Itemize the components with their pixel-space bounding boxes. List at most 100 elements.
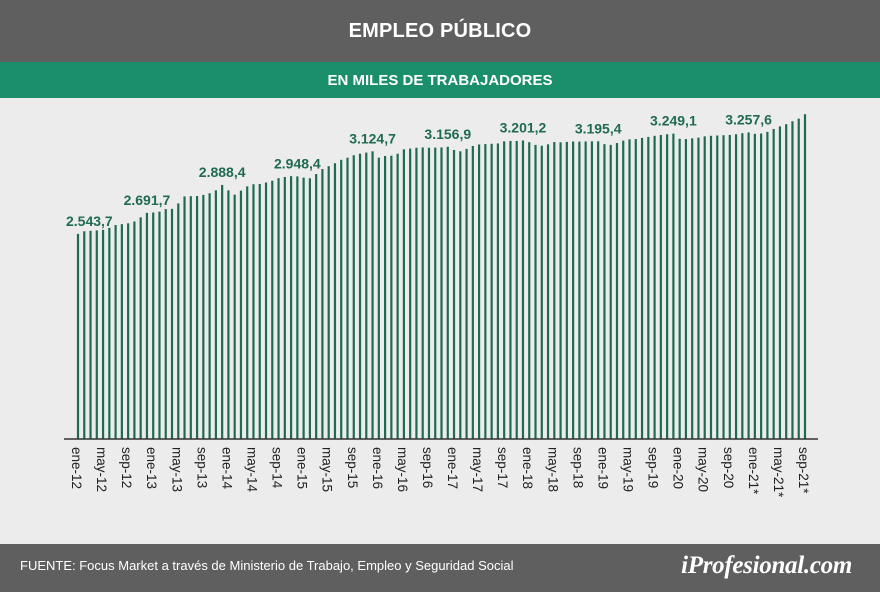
bar-mar-14 (239, 190, 243, 439)
bar-dic-15 (371, 151, 374, 439)
bar-mar-21 (766, 131, 769, 439)
chart-title: EMPLEO PÚBLICO (0, 0, 880, 62)
x-tick-label: sep-20 (721, 447, 736, 488)
bar-dic-17 (521, 140, 525, 439)
x-tick-label: ene-14 (219, 447, 234, 490)
source-note: FUENTE: Focus Market a través de Ministe… (20, 558, 514, 573)
bar-sep-14 (277, 178, 280, 439)
bar-may-21 (778, 126, 782, 440)
bar-nov-13 (214, 190, 217, 439)
x-tick-label: sep-21* (796, 447, 811, 494)
bar-may-19 (628, 139, 631, 439)
bar-ene-15 (302, 177, 305, 439)
bar-jun-19 (634, 139, 637, 439)
bar-ago-17 (496, 143, 500, 439)
bar-sep-20 (728, 134, 731, 439)
x-tick-label: ene-17 (445, 447, 460, 489)
bar-ene-21 (753, 133, 756, 439)
bar-sep-19 (653, 135, 656, 439)
bar-sep-17 (503, 141, 506, 439)
bar-dic-18 (597, 141, 600, 439)
bar-oct-20 (734, 134, 738, 440)
bar-ago-20 (722, 135, 725, 440)
bar-ene-14 (227, 190, 230, 439)
bar-jul-21 (791, 121, 794, 440)
bar-jun-18 (559, 142, 562, 439)
x-tick-label: sep-19 (646, 447, 661, 488)
bar-abr-15 (321, 169, 324, 439)
bar-ago-18 (572, 141, 575, 440)
x-tick-label: may-14 (244, 447, 259, 493)
bar-jun-13 (183, 196, 186, 439)
bar-jul-14 (264, 182, 268, 439)
x-tick-label: ene-16 (370, 447, 385, 489)
bar-abr-16 (396, 153, 399, 439)
bar-abr-18 (546, 144, 550, 439)
x-tick-label: may-16 (395, 447, 410, 492)
bar-may-15 (327, 166, 330, 439)
bar-may-20 (703, 136, 706, 440)
x-tick-label: may-15 (320, 447, 335, 492)
bar-nov-12 (139, 217, 142, 439)
bar-sep-15 (352, 155, 355, 439)
bar-abr-13 (170, 208, 174, 439)
bar-feb-14 (233, 194, 236, 439)
bar-jun-17 (484, 144, 487, 439)
bar-ago-19 (647, 136, 650, 439)
bar-jul-18 (565, 141, 568, 439)
x-tick-label: sep-14 (270, 447, 285, 489)
bar-mar-20 (691, 138, 694, 439)
x-tick-label: may-19 (621, 447, 636, 492)
bar-jul-13 (189, 196, 192, 439)
bar-jun-16 (409, 148, 412, 439)
bar-jul-15 (340, 159, 343, 439)
x-tick-label: ene-13 (144, 447, 159, 489)
bar-feb-15 (308, 178, 311, 439)
bar-may-18 (553, 142, 556, 440)
bar-sep-16 (427, 147, 431, 440)
x-tick-label: ene-19 (595, 447, 610, 489)
bar-sep-21 (803, 114, 807, 440)
bar-oct-15 (358, 153, 362, 439)
bar-ago-16 (421, 147, 424, 439)
value-label-dic-18: 3.195,4 (575, 120, 622, 136)
bar-nov-16 (440, 147, 443, 439)
bar-abr-21 (772, 128, 775, 439)
bar-jul-12 (114, 225, 117, 439)
bar-nov-20 (741, 133, 744, 440)
bar-nov-15 (365, 152, 368, 439)
value-label-dic-16: 3.156,9 (424, 126, 471, 142)
bar-ene-12 (76, 233, 80, 439)
bar-jul-19 (640, 137, 644, 439)
bar-ago-15 (346, 157, 349, 439)
bar-jul-20 (716, 135, 719, 439)
bar-dic-12 (145, 212, 149, 439)
bar-ene-13 (152, 212, 155, 439)
bar-jul-16 (415, 147, 418, 440)
bar-sep-12 (127, 223, 130, 439)
value-label-dic-17: 3.201,2 (500, 119, 547, 135)
x-tick-label: ene-21* (746, 447, 761, 495)
bar-mar-18 (540, 145, 543, 440)
bar-dic-13 (221, 184, 224, 439)
bar-ene-20 (678, 138, 681, 439)
bar-sep-13 (202, 194, 205, 439)
bar-nov-17 (515, 141, 518, 440)
bar-ene-19 (603, 144, 606, 439)
bar-dic-14 (296, 176, 299, 439)
bar-oct-13 (208, 193, 211, 439)
x-tick-label: may-20 (696, 447, 711, 492)
x-tick-label: ene-18 (520, 447, 535, 489)
bar-abr-20 (697, 137, 700, 439)
bar-oct-18 (584, 141, 587, 440)
brand-logo: iProfesional.com (681, 552, 852, 579)
bar-mar-12 (89, 230, 92, 439)
x-tick-label: may-12 (94, 447, 109, 492)
bar-abr-19 (622, 140, 625, 440)
value-label-dic-14: 2.948,4 (274, 155, 321, 171)
x-tick-label: sep-18 (570, 447, 585, 488)
value-label-dic-13: 2.888,4 (199, 164, 246, 180)
x-tick-label: may-21* (771, 447, 786, 498)
bar-dic-19 (672, 133, 675, 439)
x-tick-label: sep-17 (495, 447, 510, 488)
